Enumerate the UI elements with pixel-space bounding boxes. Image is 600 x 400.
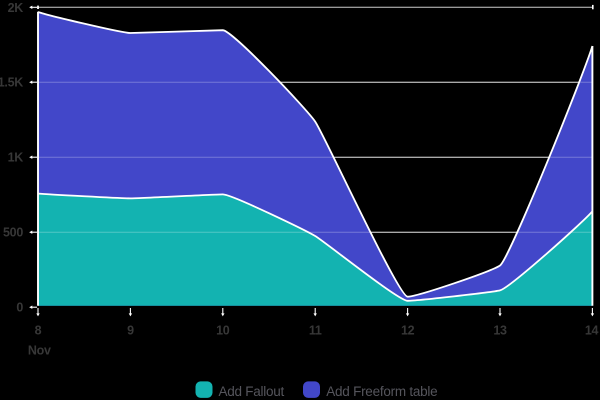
svg-text:11: 11 bbox=[309, 323, 322, 337]
svg-text:500: 500 bbox=[3, 226, 23, 240]
svg-text:0: 0 bbox=[16, 301, 23, 315]
svg-text:14: 14 bbox=[585, 323, 599, 337]
svg-text:9: 9 bbox=[127, 323, 134, 337]
svg-text:12: 12 bbox=[401, 323, 415, 337]
svg-text:8: 8 bbox=[35, 323, 42, 337]
svg-text:1K: 1K bbox=[8, 151, 24, 165]
svg-text:2K: 2K bbox=[8, 1, 24, 15]
svg-text:10: 10 bbox=[216, 323, 230, 337]
svg-text:Add Fallout: Add Fallout bbox=[219, 384, 285, 399]
svg-text:13: 13 bbox=[493, 323, 507, 337]
svg-text:1.5K: 1.5K bbox=[0, 76, 23, 90]
svg-text:Add Freeform table: Add Freeform table bbox=[326, 384, 437, 399]
svg-text:Nov: Nov bbox=[28, 344, 51, 358]
